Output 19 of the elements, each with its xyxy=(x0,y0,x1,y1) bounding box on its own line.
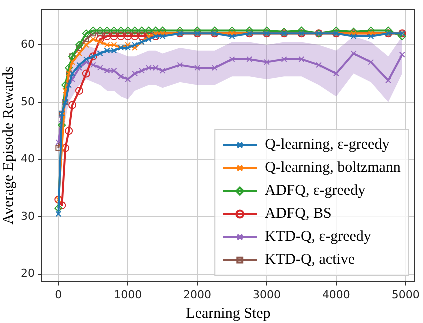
x-tick-label: 4000 xyxy=(322,288,350,302)
x-tick-label: 5000 xyxy=(392,288,420,302)
legend-label: ADFQ, BS xyxy=(265,206,332,222)
legend-label: Q-learning, boltzmann xyxy=(265,160,402,176)
y-tick-label: 30 xyxy=(20,210,35,223)
x-tick-label: 2000 xyxy=(184,288,212,302)
x-tick-label: 1000 xyxy=(114,288,142,302)
legend-label: ADFQ, ε-greedy xyxy=(265,183,366,200)
legend-label: KTD-Q, ε-greedy xyxy=(265,229,372,246)
x-tick-label: 0 xyxy=(55,288,62,302)
x-axis-title: Learning Step xyxy=(186,306,271,322)
y-tick-label: 60 xyxy=(20,38,35,51)
legend-label: Q-learning, ε-greedy xyxy=(265,137,390,154)
y-tick-label: 50 xyxy=(20,95,35,108)
y-tick-label: 20 xyxy=(20,267,35,280)
y-axis-title: Average Episode Rewards xyxy=(0,66,17,225)
y-tick-label: 40 xyxy=(20,152,35,166)
x-tick-label: 3000 xyxy=(252,288,281,302)
legend-label: KTD-Q, active xyxy=(265,252,356,268)
